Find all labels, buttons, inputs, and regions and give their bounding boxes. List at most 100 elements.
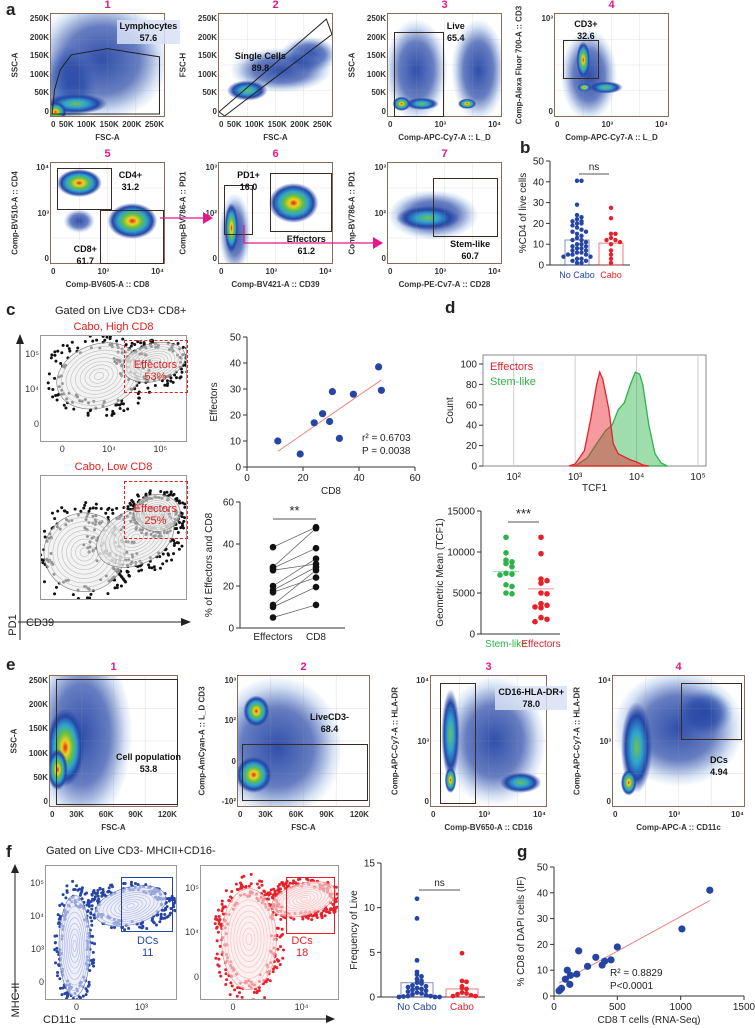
x-tick-label: 50K: [58, 120, 74, 129]
gate-rectangle[interactable]: [99, 210, 164, 264]
gate-rectangle[interactable]: [56, 168, 112, 210]
gate-rectangle[interactable]: [440, 682, 476, 805]
outlier-event: [141, 925, 145, 929]
outlier-event: [277, 889, 281, 893]
data-point: [419, 981, 424, 986]
gate-rectangle[interactable]: [562, 39, 599, 80]
outlier-event: [87, 980, 91, 984]
x-tick-label: 0: [388, 267, 393, 276]
outlier-event: [105, 407, 109, 411]
gate-rectangle[interactable]: [123, 480, 188, 540]
gate-percentage: 31.2: [121, 182, 140, 192]
outlier-event: [165, 559, 169, 563]
gate-polygon[interactable]: [51, 14, 164, 116]
significance-label: ns: [434, 878, 445, 889]
gate-rectangle[interactable]: [433, 178, 499, 237]
outlier-event: [249, 882, 253, 886]
data-point: [503, 560, 509, 567]
outlier-event: [107, 886, 111, 890]
outlier-event: [124, 343, 128, 347]
outlier-event: [87, 983, 91, 987]
data-point: [706, 886, 714, 894]
outlier-event: [229, 981, 233, 985]
outlier-event: [268, 979, 272, 983]
regression-line: [277, 379, 382, 452]
gate-rectangle[interactable]: [223, 185, 253, 235]
data-point: [583, 252, 589, 257]
data-point: [464, 991, 469, 996]
outlier-event: [113, 925, 117, 929]
gate-rectangle[interactable]: [285, 876, 335, 935]
gate-rectangle[interactable]: [241, 743, 369, 802]
gate-label: LiveCD3- 68.4: [310, 711, 349, 735]
gate-rectangle[interactable]: [56, 678, 178, 806]
data-point: [678, 925, 686, 933]
flow-plot: 2 0 50K 100K 150K 200K 250K 0 50K 100K 150K 200K 250…: [179, 0, 333, 142]
outlier-event: [181, 345, 185, 349]
panel-label-d: d: [445, 298, 456, 317]
outlier-event: [41, 553, 43, 557]
outlier-event: [136, 392, 140, 396]
y-tick-label: 10³: [30, 944, 44, 955]
y-axis-label: Comp-BV786-A :: PD1: [178, 171, 188, 255]
outlier-event: [82, 506, 86, 510]
y-tick-label: 10⁵: [185, 883, 199, 894]
outlier-event: [126, 505, 130, 509]
gate-polygon[interactable]: [219, 14, 332, 116]
outlier-event: [115, 403, 119, 407]
y-tick-label: 0: [548, 107, 553, 116]
outlier-event: [324, 910, 328, 914]
histogram-stem-like: [572, 371, 668, 467]
outlier-event: [292, 917, 296, 921]
outlier-event: [258, 879, 262, 883]
data-point: [608, 231, 614, 236]
outlier-event: [137, 396, 141, 400]
outlier-event: [47, 372, 51, 376]
outlier-event: [298, 877, 302, 881]
gate-rectangle[interactable]: [121, 876, 173, 932]
outlier-event: [263, 890, 267, 894]
outlier-event: [61, 343, 65, 347]
data-point: [579, 242, 584, 247]
data-point: [414, 969, 420, 975]
gate-rectangle[interactable]: [393, 32, 445, 117]
outlier-event: [103, 338, 107, 342]
x-tick-label: 10²: [506, 472, 521, 483]
data-point: [583, 248, 589, 253]
contour-plot: DCs 18 0 10⁴ 0 10⁴ 10⁵: [185, 865, 339, 1012]
y-tick-label: 50: [230, 333, 242, 344]
data-point: [503, 590, 509, 596]
gate-rectangle[interactable]: [681, 682, 743, 741]
stat-annotation: P = 0.0038: [362, 446, 411, 457]
gate-rectangle[interactable]: [269, 173, 332, 232]
x-tick-label: 0: [238, 810, 243, 819]
outlier-event: [163, 913, 167, 917]
data-point: [269, 603, 277, 611]
y-tick-label: 250K: [366, 14, 386, 23]
data-point: [588, 254, 593, 259]
gate-label: DCs 11: [137, 935, 158, 959]
gate-name: Effectors: [133, 359, 178, 372]
outlier-event: [238, 881, 242, 885]
outlier-event: [181, 501, 185, 505]
outlier-event: [152, 921, 156, 925]
y-axis-title: PD1: [7, 614, 19, 635]
outlier-event: [173, 908, 176, 912]
gate-rectangle[interactable]: [123, 340, 188, 393]
outlier-event: [177, 547, 181, 551]
flow-plot: 1 0 30K 60K 90K 120K 0 50K 100K 150K 200K 250K FSC-A…: [10, 661, 182, 832]
outlier-event: [62, 403, 66, 407]
data-point: [574, 242, 580, 247]
y-axis-label: SSC-A: [10, 52, 20, 78]
outlier-event: [85, 989, 89, 993]
outlier-event: [84, 987, 88, 991]
outlier-event: [61, 893, 65, 897]
data-point: [414, 976, 420, 982]
x-tick-labels: 0 10³ 10⁴: [388, 267, 501, 276]
outlier-event: [170, 558, 174, 562]
data-point: [538, 576, 544, 582]
outlier-event: [51, 511, 55, 515]
outlier-event: [83, 340, 87, 344]
outlier-event: [110, 508, 114, 512]
data-point: [503, 534, 509, 541]
